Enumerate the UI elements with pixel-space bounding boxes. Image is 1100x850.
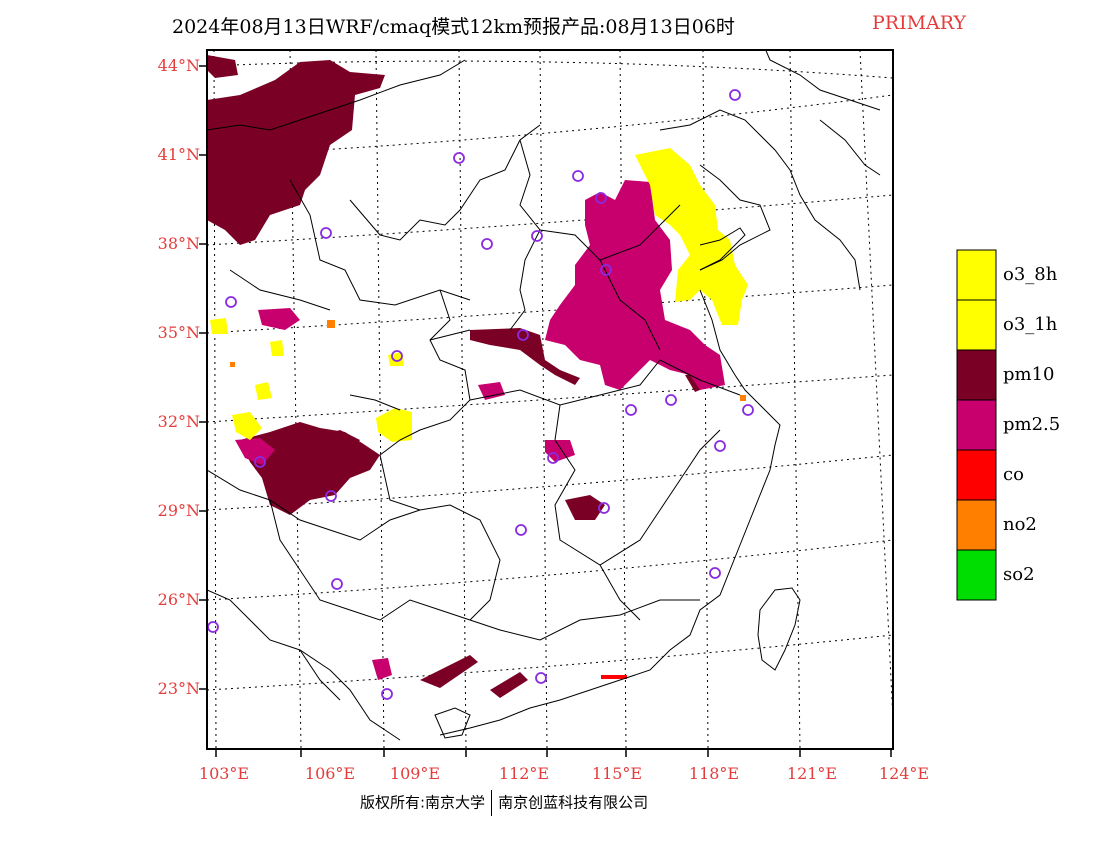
lat-label-41: 41°N [157,145,200,164]
lat-label-29: 29°N [157,501,200,520]
longitude-gridlines [213,50,893,749]
copyright-footer: 版权所有:南京大学 南京创蓝科技有限公司 [360,790,648,816]
pm25-regions [235,180,725,680]
legend-swatch-o3-1h [956,299,997,351]
lon-label-115: 115°E [591,764,643,783]
map-border [206,49,894,750]
station-markers [207,89,754,700]
legend-swatch-co [956,449,997,501]
legend-label-pm25: pm2.5 [1003,414,1061,435]
copyright-company: 南京创蓝科技有限公司 [498,793,649,812]
lon-label-124: 124°E [878,764,930,783]
co-spots [601,675,627,679]
lon-label-106: 106°E [304,764,356,783]
copyright-owner: 版权所有:南京大学 [360,793,486,812]
legend-swatch-no2 [956,499,997,551]
o3-regions [210,148,748,442]
lon-label-103: 103°E [198,764,250,783]
legend-swatch-pm10 [956,349,997,401]
lon-label-121: 121°E [786,764,838,783]
legend-label-o3-1h: o3_1h [1003,314,1058,335]
legend-label-no2: no2 [1003,514,1037,535]
map-title: 2024年08月13日WRF/cmaq模式12km预报产品:08月13日06时 [172,16,735,38]
coastline [434,50,881,739]
lon-label-112: 112°E [498,764,550,783]
lat-label-44: 44°N [157,56,200,75]
lat-label-38: 38°N [157,234,200,253]
lon-label-118: 118°E [688,764,740,783]
legend-label-pm10: pm10 [1003,364,1055,385]
no2-spots [230,320,746,401]
legend-swatch-so2 [956,549,997,601]
axis-ticks [199,65,892,757]
lat-label-23: 23°N [157,679,200,698]
legend-label-so2: so2 [1003,564,1035,585]
legend-label-co: co [1003,464,1024,485]
product-tag: PRIMARY [872,12,967,34]
lat-label-26: 26°N [157,590,200,609]
footer-divider [491,790,493,816]
lon-label-109: 109°E [389,764,441,783]
legend-swatches [956,249,997,601]
legend-swatch-o3-8h [956,249,997,301]
lat-label-35: 35°N [157,323,200,342]
lat-label-32: 32°N [157,412,200,431]
legend-label-o3-8h: o3_8h [1003,264,1058,285]
legend-swatch-pm25 [956,399,997,451]
province-boundaries [207,59,741,741]
